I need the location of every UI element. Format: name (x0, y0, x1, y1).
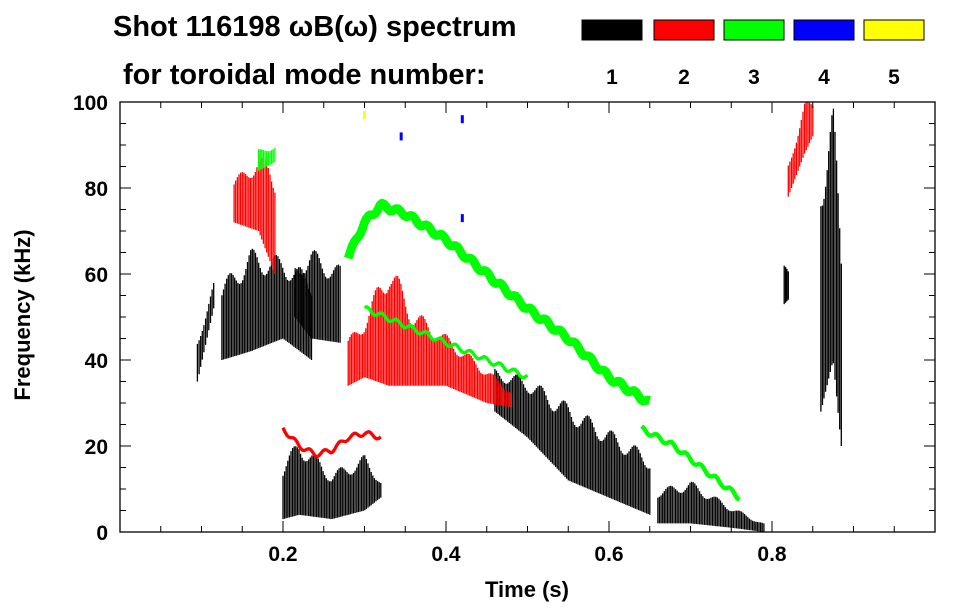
legend-label-mode-2: 2 (678, 66, 690, 89)
legend-label-mode-3: 3 (748, 66, 760, 89)
mode-1-band-0 (196, 283, 215, 382)
mode-3-line-12 (344, 198, 653, 406)
legend-swatch-mode-4 (793, 19, 855, 41)
x-tick-label: 0.4 (431, 543, 461, 566)
x-tick-label: 0.2 (268, 543, 297, 566)
legend-swatch-mode-5 (863, 19, 925, 41)
legend-label-mode-5: 5 (888, 66, 900, 89)
y-tick-label: 20 (85, 436, 108, 459)
mode-2-line-9 (281, 427, 382, 459)
mode-1-band-7 (820, 108, 842, 446)
legend-label-mode-4: 4 (818, 66, 830, 89)
legend-swatch-mode-3 (723, 19, 785, 41)
chart-title-line1: Shot 116198 ωB(ω) spectrum (113, 11, 517, 43)
mode-1-band-5 (657, 481, 765, 532)
mode-3-line-14 (640, 424, 741, 502)
x-tick-label: 0.8 (757, 543, 787, 566)
y-tick-label: 40 (85, 350, 108, 373)
chart-title-line2: for toroidal mode number: (123, 59, 486, 91)
y-tick-label: 0 (96, 522, 108, 545)
legend: 1 2 3 4 5 (581, 19, 925, 89)
axes: 0.2 0.4 0.6 0.8 0 20 40 60 80 100 (73, 92, 936, 566)
y-tick-label: 100 (73, 92, 108, 115)
y-axis-title: Frequency (kHz) (10, 229, 35, 400)
mode-1-band-3 (282, 446, 382, 520)
y-tick-label: 80 (85, 178, 108, 201)
mode-2-band-11 (787, 102, 814, 197)
mode-3-band-15 (257, 147, 276, 171)
x-tick-label: 0.6 (594, 543, 623, 566)
mode-2-band-8 (347, 275, 512, 408)
legend-swatch-mode-1 (581, 19, 643, 41)
mode-4-point-16 (399, 132, 403, 141)
mode-4-point-18 (460, 214, 464, 223)
legend-swatch-mode-2 (653, 19, 715, 41)
plot-area (196, 102, 842, 532)
mode-3-line-13 (364, 305, 529, 380)
mode-1-band-6 (783, 265, 789, 305)
x-axis-title: Time (s) (485, 577, 569, 602)
legend-label-mode-1: 1 (606, 66, 618, 89)
y-tick-label: 60 (85, 264, 108, 287)
mode-5-point-19 (363, 110, 366, 119)
mode-4-point-17 (460, 115, 464, 124)
mode-1-band-2 (294, 250, 341, 343)
mode-2-band-10 (233, 157, 276, 274)
